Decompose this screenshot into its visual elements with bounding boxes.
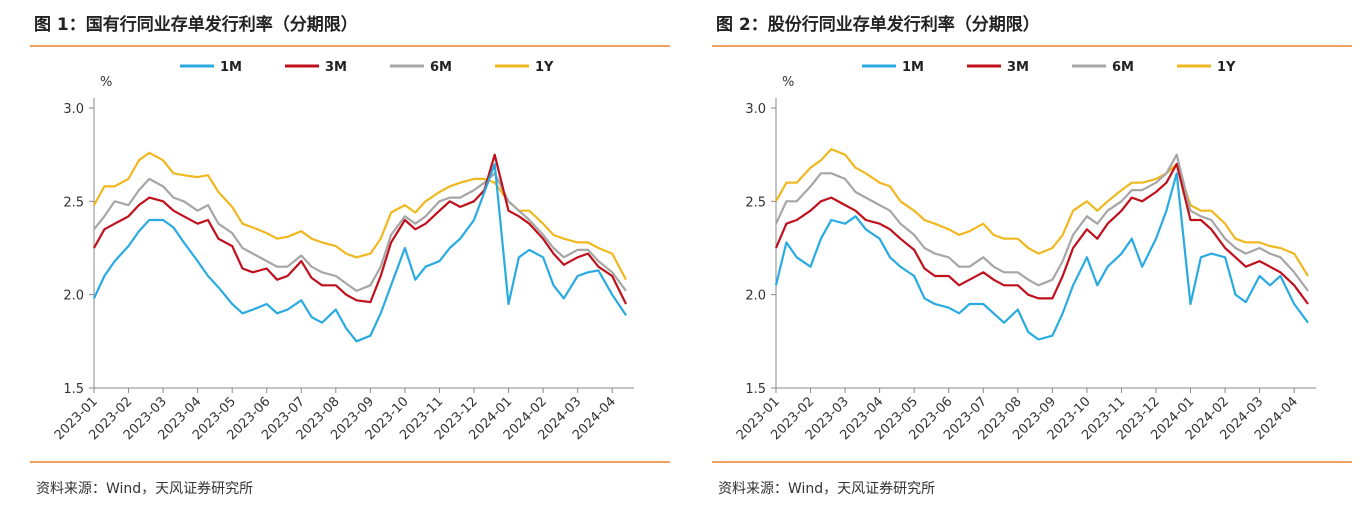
legend-label-1y: 1Y — [535, 60, 554, 75]
series-line-1m — [774, 172, 1309, 341]
title-divider — [30, 45, 670, 47]
series-line-6m — [775, 153, 1309, 292]
legend-label-1y: 1Y — [1217, 60, 1236, 75]
legend-label-6m: 6M — [430, 60, 452, 75]
y-tick-label: 1.5 — [63, 382, 84, 397]
series-line-1y — [93, 151, 627, 281]
series-line-3m — [93, 153, 627, 305]
series-line-1m — [93, 162, 627, 343]
legend-label-3m: 3M — [325, 60, 347, 75]
legend: 1M 3M 6M 1Y — [180, 60, 554, 75]
y-tick-label: 3.0 — [745, 102, 766, 117]
chart-panel-1: 图 1：国有行同业存单发行利率（分期限） % 1M 3M 6M 1Y 3.0 2.5 2.0 1… — [30, 0, 670, 520]
y-tick-label: 3.0 — [63, 102, 84, 117]
y-tick-label: 1.5 — [745, 382, 766, 397]
source-divider — [712, 461, 1352, 463]
source-note: 资料来源：Wind，天风证券研究所 — [36, 481, 254, 497]
title-divider — [712, 45, 1352, 47]
line-chart-2: %1M 3M 6M 1Y3.02.52.01.52023-012023-022023-… — [734, 60, 1316, 443]
y-tick-label: 2.5 — [745, 195, 766, 210]
series-line-3m — [774, 162, 1309, 305]
chart-title: 图 2：股份行同业存单发行利率（分期限） — [716, 15, 1040, 35]
series-line-6m — [93, 172, 627, 292]
source-note: 资料来源：Wind，天风证券研究所 — [718, 481, 936, 497]
chart-panel-2: 图 2：股份行同业存单发行利率（分期限） % 1M 3M 6M 1Y 3.0 2.5 2.0 1… — [712, 0, 1352, 520]
legend-label-6m: 6M — [1112, 60, 1134, 75]
source-divider — [30, 461, 670, 463]
series-line-1y — [775, 147, 1309, 277]
y-unit-label: % — [782, 75, 794, 90]
legend-label-1m: 1M — [902, 60, 924, 75]
y-tick-label: 2.5 — [63, 195, 84, 210]
legend: 1M 3M 6M 1Y — [862, 60, 1236, 75]
y-unit-label: % — [100, 75, 112, 90]
legend-label-1m: 1M — [220, 60, 242, 75]
y-tick-label: 2.0 — [745, 289, 766, 304]
y-tick-label: 2.0 — [63, 289, 84, 304]
line-chart-1: %1M 3M 6M 1Y3.02.52.01.52023-012023-022023-… — [52, 60, 634, 443]
legend-label-3m: 3M — [1007, 60, 1029, 75]
chart-title: 图 1：国有行同业存单发行利率（分期限） — [34, 15, 358, 35]
